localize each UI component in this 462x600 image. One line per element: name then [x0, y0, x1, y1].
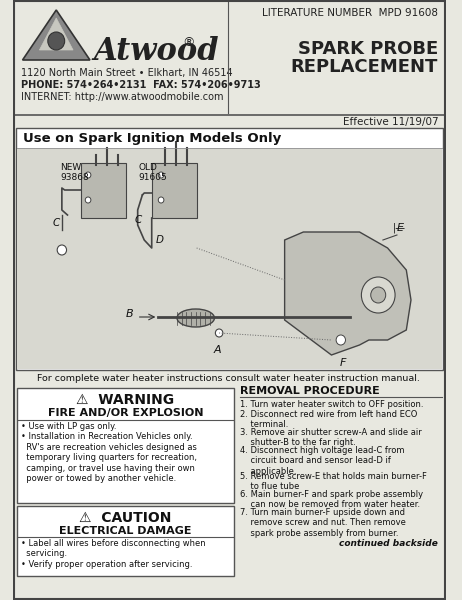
Circle shape: [158, 197, 164, 203]
Ellipse shape: [177, 309, 214, 327]
Text: INTERNET: http://www.atwoodmobile.com: INTERNET: http://www.atwoodmobile.com: [21, 92, 223, 102]
Bar: [17, 388, 234, 503]
Text: 1120 North Main Street • Elkhart, IN 46514: 1120 North Main Street • Elkhart, IN 465…: [21, 68, 232, 78]
Text: 2. Disconnect red wire from left hand ECO
    terminal.: 2. Disconnect red wire from left hand EC…: [240, 410, 417, 430]
Text: LITERATURE NUMBER  MPD 91608: LITERATURE NUMBER MPD 91608: [262, 8, 438, 18]
Text: ELECTRICAL DAMAGE: ELECTRICAL DAMAGE: [59, 526, 192, 536]
Circle shape: [48, 32, 65, 50]
Circle shape: [215, 329, 223, 337]
Bar: [17, 149, 442, 369]
Text: SPARK PROBE: SPARK PROBE: [298, 40, 438, 58]
Bar: [152, 163, 197, 218]
Text: Effective 11/19/07: Effective 11/19/07: [342, 117, 438, 127]
Text: B: B: [126, 309, 133, 319]
Circle shape: [336, 335, 346, 345]
Text: 5. Remove screw-E that holds main burner-F
    to flue tube: 5. Remove screw-E that holds main burner…: [240, 472, 426, 491]
Circle shape: [85, 197, 91, 203]
Polygon shape: [23, 10, 90, 60]
Bar: [16, 128, 443, 370]
Text: • Label all wires before disconnecting when
  servicing.
• Verify proper operati: • Label all wires before disconnecting w…: [21, 539, 205, 569]
Text: • Use with LP gas only.
• Installation in Recreation Vehicles only.
  RV's are r: • Use with LP gas only. • Installation i…: [21, 422, 197, 483]
Text: NEW
93868: NEW 93868: [60, 163, 89, 182]
Circle shape: [57, 245, 67, 255]
Text: |—: |—: [392, 223, 405, 233]
Circle shape: [361, 277, 395, 313]
Text: OLD
91605: OLD 91605: [139, 163, 167, 182]
Text: REMOVAL PROCEDURE: REMOVAL PROCEDURE: [240, 386, 379, 396]
Circle shape: [371, 287, 386, 303]
Bar: [17, 506, 234, 576]
Bar: [13, 0, 446, 115]
Text: For complete water heater instructions consult water heater instruction manual.: For complete water heater instructions c…: [37, 374, 420, 383]
Text: C: C: [53, 218, 60, 228]
Text: E: E: [397, 223, 404, 233]
Text: Use on Spark Ignition Models Only: Use on Spark Ignition Models Only: [23, 132, 281, 145]
Text: C: C: [135, 215, 142, 225]
Text: ⚠  WARNING: ⚠ WARNING: [76, 393, 175, 407]
Bar: [80, 163, 126, 218]
Text: 4. Disconnect high voltage lead-C from
    circuit board and sensor lead-D if
  : 4. Disconnect high voltage lead-C from c…: [240, 446, 404, 476]
Circle shape: [85, 172, 91, 178]
Text: 7. Turn main burner-F upside down and
    remove screw and nut. Then remove
    : 7. Turn main burner-F upside down and re…: [240, 508, 406, 538]
Text: A: A: [213, 345, 221, 355]
Text: D: D: [155, 235, 164, 245]
Text: Atwood: Atwood: [94, 36, 219, 67]
Text: 1. Turn water heater switch to OFF position.: 1. Turn water heater switch to OFF posit…: [240, 400, 423, 409]
Text: 3. Remove air shutter screw-A and slide air
    shutter-B to the far right.: 3. Remove air shutter screw-A and slide …: [240, 428, 421, 448]
Circle shape: [158, 172, 164, 178]
Text: FIRE AND/OR EXPLOSION: FIRE AND/OR EXPLOSION: [48, 408, 203, 418]
Polygon shape: [39, 18, 73, 50]
Polygon shape: [285, 232, 411, 355]
Text: F: F: [340, 358, 346, 368]
Text: ®: ®: [182, 36, 195, 49]
Text: continued backside: continued backside: [339, 539, 438, 548]
Text: REPLACEMENT: REPLACEMENT: [291, 58, 438, 76]
Text: PHONE: 574•264•2131  FAX: 574•206•9713: PHONE: 574•264•2131 FAX: 574•206•9713: [21, 80, 261, 90]
Text: 6. Main burner-F and spark probe assembly
    can now be removed from water heat: 6. Main burner-F and spark probe assembl…: [240, 490, 423, 509]
Text: ⚠  CAUTION: ⚠ CAUTION: [79, 511, 172, 525]
